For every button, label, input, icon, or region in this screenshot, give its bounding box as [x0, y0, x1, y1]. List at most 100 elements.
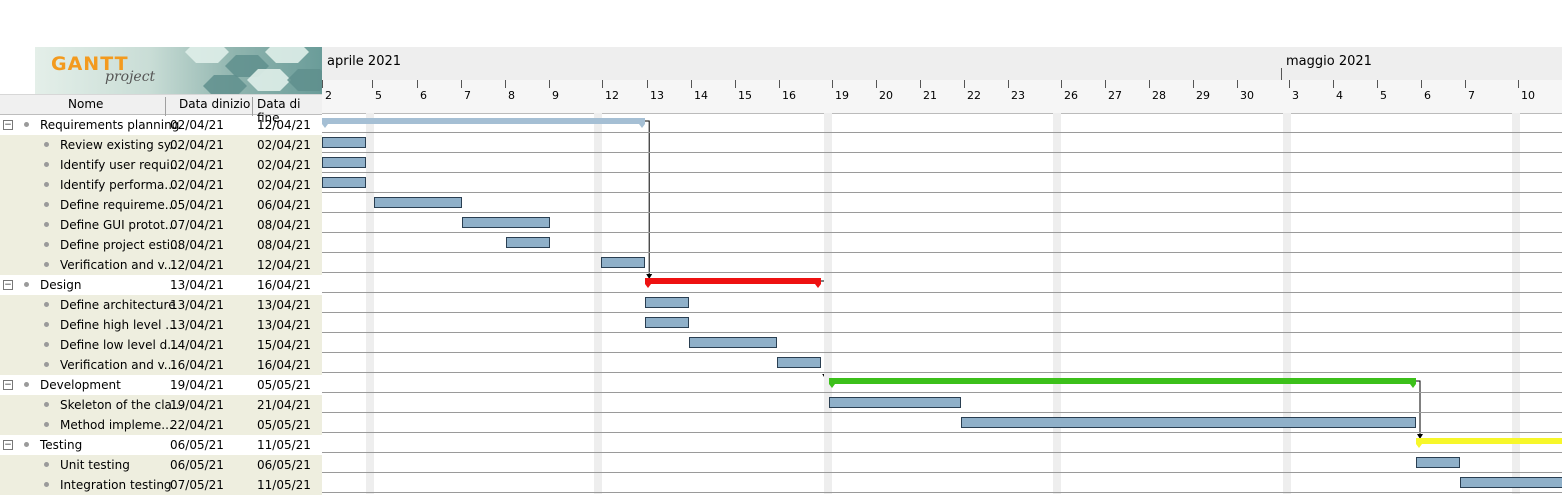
task-bar[interactable]: [645, 297, 690, 308]
task-row[interactable]: Identify performa... 02/04/21 02/04/21: [0, 175, 322, 195]
task-bar[interactable]: [322, 177, 366, 188]
task-row[interactable]: Verification and v... 12/04/21 12/04/21: [0, 255, 322, 275]
day-label: 14: [694, 89, 708, 102]
day-tick: [505, 80, 506, 88]
weekend-stripe: [824, 113, 832, 494]
task-bar[interactable]: [777, 357, 822, 368]
task-bullet-icon: [24, 442, 29, 447]
day-label: 6: [420, 89, 427, 102]
collapse-icon[interactable]: −: [3, 440, 13, 450]
task-bar[interactable]: [645, 317, 690, 328]
task-bar[interactable]: [960, 417, 1416, 428]
row-gridline: [322, 332, 1562, 333]
task-bullet-icon: [24, 122, 29, 127]
task-group-row[interactable]: − Requirements planning 02/04/21 12/04/21: [0, 115, 322, 135]
task-bar[interactable]: [828, 397, 961, 408]
day-label: 3: [1292, 89, 1299, 102]
summary-task-bar[interactable]: [645, 278, 822, 288]
task-bar[interactable]: [322, 157, 366, 168]
row-gridline: [322, 412, 1562, 413]
task-name: Review existing sy...: [60, 138, 181, 152]
day-tick: [461, 80, 462, 88]
day-label: 16: [782, 89, 796, 102]
day-tick: [832, 80, 833, 88]
column-header-end[interactable]: Data di fine: [257, 97, 301, 125]
task-start-date: 07/05/21: [170, 478, 224, 492]
task-row[interactable]: Integration testing 07/05/21 11/05/21: [0, 475, 322, 495]
task-bar[interactable]: [689, 337, 778, 348]
day-label: 6: [1424, 89, 1431, 102]
task-group-row[interactable]: − Design 13/04/21 16/04/21: [0, 275, 322, 295]
task-bar[interactable]: [1460, 477, 1562, 488]
day-tick: [1061, 80, 1062, 88]
task-bar[interactable]: [505, 237, 550, 248]
summary-task-bar[interactable]: [322, 118, 646, 128]
task-bar[interactable]: [1416, 457, 1460, 468]
task-name: Verification and v...: [60, 258, 176, 272]
task-bullet-icon: [44, 162, 49, 167]
summary-task-bar[interactable]: [1416, 438, 1562, 448]
day-label: 10: [1521, 89, 1535, 102]
column-header-start[interactable]: Data dinizio: [179, 97, 251, 111]
task-row[interactable]: Define low level d... 14/04/21 15/04/21: [0, 335, 322, 355]
day-tick: [735, 80, 736, 88]
task-bar[interactable]: [322, 137, 366, 148]
task-end-date: 08/04/21: [257, 218, 311, 232]
day-tick: [417, 80, 418, 88]
task-end-date: 02/04/21: [257, 138, 311, 152]
task-start-date: 05/04/21: [170, 198, 224, 212]
task-bullet-icon: [44, 462, 49, 467]
day-label: 20: [879, 89, 893, 102]
collapse-icon[interactable]: −: [3, 280, 13, 290]
task-start-date: 06/05/21: [170, 438, 224, 452]
dependency-arrow-icon: [646, 274, 653, 279]
task-start-date: 02/04/21: [170, 118, 224, 132]
month-label-april: aprile 2021: [327, 54, 402, 69]
gantt-chart-area[interactable]: [322, 113, 1562, 494]
task-end-date: 02/04/21: [257, 178, 311, 192]
summary-task-bar[interactable]: [828, 378, 1417, 388]
task-row[interactable]: Unit testing 06/05/21 06/05/21: [0, 455, 322, 475]
task-end-date: 11/05/21: [257, 438, 311, 452]
column-header-name[interactable]: Nome: [68, 97, 104, 111]
task-row[interactable]: Define high level ... 13/04/21 13/04/21: [0, 315, 322, 335]
task-start-date: 02/04/21: [170, 178, 224, 192]
task-row[interactable]: Verification and v... 16/04/21 16/04/21: [0, 355, 322, 375]
task-bar[interactable]: [601, 257, 646, 268]
task-start-date: 13/04/21: [170, 298, 224, 312]
dependency-links: [643, 120, 1423, 439]
task-bar[interactable]: [461, 217, 550, 228]
task-row[interactable]: Skeleton of the cla... 19/04/21 21/04/21: [0, 395, 322, 415]
column-separator[interactable]: [165, 97, 166, 116]
day-label: 22: [967, 89, 981, 102]
task-row[interactable]: Identify user requi... 02/04/21 02/04/21: [0, 155, 322, 175]
task-group-row[interactable]: − Development 19/04/21 05/05/21: [0, 375, 322, 395]
day-tick: [691, 80, 692, 88]
task-group-row[interactable]: − Testing 06/05/21 11/05/21: [0, 435, 322, 455]
task-name: Development: [40, 378, 121, 392]
day-label: 23: [1011, 89, 1025, 102]
task-name: Define low level d...: [60, 338, 179, 352]
task-bullet-icon: [44, 422, 49, 427]
task-name: Method impleme...: [60, 418, 173, 432]
task-row[interactable]: Define architecture 13/04/21 13/04/21: [0, 295, 322, 315]
row-gridline: [322, 352, 1562, 353]
ganttproject-logo: GANTT project: [35, 47, 322, 94]
collapse-icon[interactable]: −: [3, 120, 13, 130]
task-row[interactable]: Method impleme... 22/04/21 05/05/21: [0, 415, 322, 435]
task-name: Define high level ...: [60, 318, 177, 332]
task-row[interactable]: Define requireme... 05/04/21 06/04/21: [0, 195, 322, 215]
task-bar[interactable]: [373, 197, 462, 208]
row-gridline: [322, 132, 1562, 133]
collapse-icon[interactable]: −: [3, 380, 13, 390]
task-name: Define architecture: [60, 298, 176, 312]
task-row[interactable]: Review existing sy... 02/04/21 02/04/21: [0, 135, 322, 155]
month-label-may: maggio 2021: [1286, 54, 1372, 69]
day-tick: [1149, 80, 1150, 88]
task-start-date: 02/04/21: [170, 138, 224, 152]
task-row[interactable]: Define project esti... 08/04/21 08/04/21: [0, 235, 322, 255]
column-separator[interactable]: [252, 97, 253, 116]
task-row[interactable]: Define GUI protot... 07/04/21 08/04/21: [0, 215, 322, 235]
day-label: 7: [464, 89, 471, 102]
task-end-date: 15/04/21: [257, 338, 311, 352]
